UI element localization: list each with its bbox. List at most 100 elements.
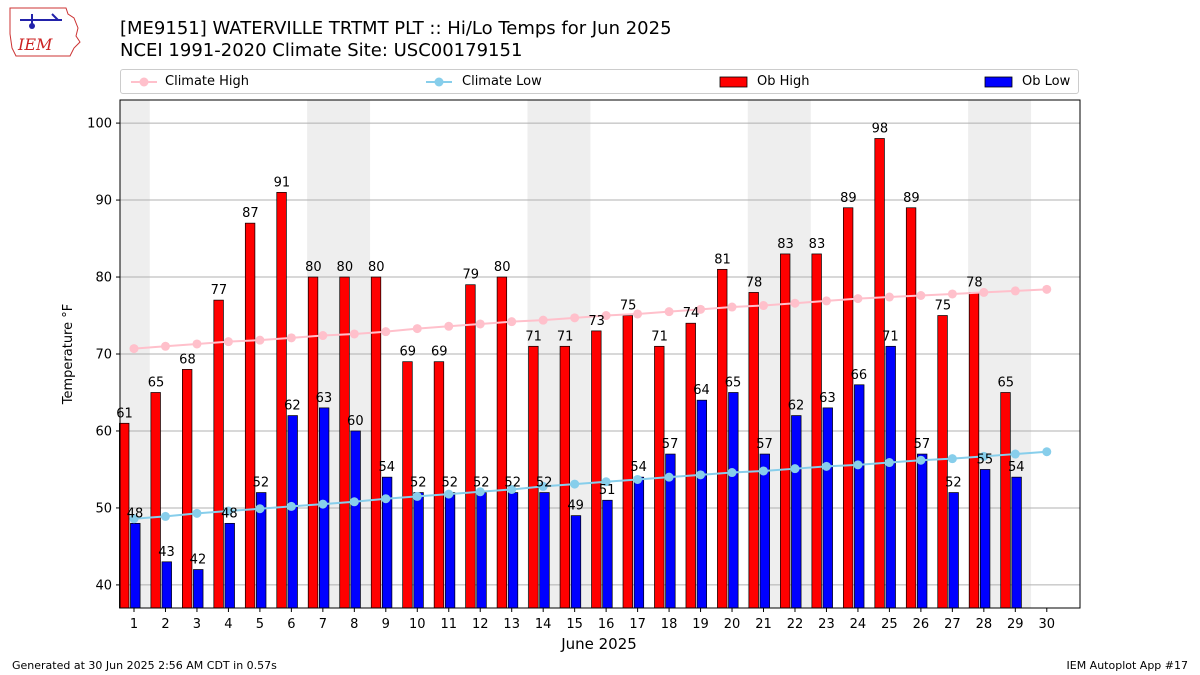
climate-high-point <box>192 339 202 349</box>
ob-low-label: 55 <box>977 452 994 467</box>
climate-high-point <box>601 311 611 321</box>
ob-high-bar <box>937 315 948 609</box>
ob-low-bar <box>507 492 519 609</box>
climate-low-point <box>759 466 769 476</box>
ob-high-label: 98 <box>872 121 889 136</box>
ob-high-label: 75 <box>935 299 952 314</box>
climate-low-point <box>821 461 831 471</box>
ob-low-bar <box>476 492 487 609</box>
climate-low-point <box>192 508 202 518</box>
ob-low-label: 42 <box>190 553 207 568</box>
ob-high-swatch <box>719 76 748 88</box>
ob-low-label: 49 <box>567 499 584 514</box>
ob-high-label: 69 <box>431 345 448 360</box>
climate-low-swatch <box>426 77 452 87</box>
climate-high-point <box>255 335 265 345</box>
climate-low-point <box>916 455 926 465</box>
ob-high-bar <box>811 253 822 609</box>
ob-low-label: 51 <box>599 483 616 498</box>
ob-low-bar <box>979 469 991 609</box>
x-axis-label: June 2025 <box>560 635 637 653</box>
ob-high-bar <box>339 276 350 609</box>
ob-high-bar <box>559 345 571 609</box>
ob-high-label: 69 <box>400 345 417 360</box>
ob-high-bar <box>842 207 854 609</box>
climate-high-point <box>979 287 989 297</box>
ob-high-label: 71 <box>525 329 542 344</box>
climate-low-point <box>853 460 863 470</box>
climate-low-point <box>223 506 233 516</box>
ob-low-bar <box>193 569 204 609</box>
climate-high-point <box>916 291 926 301</box>
climate-high-point <box>633 309 643 319</box>
ob-high-bar <box>213 299 224 609</box>
climate-low-point <box>633 474 643 484</box>
ob-high-label: 80 <box>305 260 322 275</box>
ob-low-bar <box>287 415 298 609</box>
ob-low-label: 62 <box>284 399 301 414</box>
climate-high-point <box>759 301 769 311</box>
iem-logo: IEM <box>9 7 81 57</box>
climate-high-line <box>133 288 1047 350</box>
ob-high-label: 91 <box>274 175 291 190</box>
climate-low-point <box>947 454 957 464</box>
climate-low-point <box>696 470 706 480</box>
ob-high-label: 71 <box>557 329 574 344</box>
climate-low-point <box>318 499 328 509</box>
ob-high-bar <box>874 138 885 609</box>
ob-low-label: 63 <box>819 391 836 406</box>
ob-low-label: 62 <box>788 399 805 414</box>
ob-high-bar <box>370 276 382 609</box>
ob-high-label: 83 <box>777 237 794 252</box>
ob-high-label: 65 <box>148 375 165 390</box>
ob-low-bar <box>444 492 456 609</box>
climate-low-point <box>570 479 580 489</box>
climate-low-point <box>129 514 139 524</box>
ob-low-label: 52 <box>441 476 458 491</box>
climate-high-point <box>538 315 548 325</box>
ob-high-label: 81 <box>714 252 731 267</box>
ob-low-label: 54 <box>630 460 647 475</box>
ob-high-bar <box>905 207 917 609</box>
climate-low-point <box>255 504 265 514</box>
legend-label: Climate High <box>165 74 250 89</box>
ob-high-label: 87 <box>242 206 259 221</box>
ob-low-label: 43 <box>158 545 175 560</box>
x-tick-label: 23 <box>818 617 835 632</box>
ob-high-bar <box>717 268 728 609</box>
ob-high-label: 74 <box>683 306 700 321</box>
app-credit: IEM Autoplot App #17 <box>1066 659 1189 672</box>
ob-high-label: 75 <box>620 299 637 314</box>
ob-low-bar <box>570 515 582 609</box>
x-tick-label: 17 <box>629 617 646 632</box>
x-tick-label: 28 <box>976 617 993 632</box>
ob-low-label: 54 <box>379 460 396 475</box>
legend-label: Ob Low <box>1022 74 1071 89</box>
x-tick-label: 2 <box>161 617 169 632</box>
climate-low-point <box>507 484 517 494</box>
y-tick-label: 40 <box>95 578 112 593</box>
climate-low-point <box>412 491 422 501</box>
x-tick-label: 6 <box>287 617 295 632</box>
plot-frame <box>119 99 1081 609</box>
ob-high-bar <box>591 330 602 609</box>
climate-high-point <box>947 289 957 299</box>
x-tick-label: 16 <box>598 617 615 632</box>
legend-label: Ob High <box>757 74 810 89</box>
ob-low-bar <box>696 399 708 609</box>
x-tick-label: 29 <box>1007 617 1024 632</box>
climate-high-point <box>727 302 737 312</box>
ob-low-bar <box>822 407 833 609</box>
climate-low-point <box>790 464 800 474</box>
x-tick-label: 18 <box>661 617 678 632</box>
x-tick-label: 30 <box>1039 617 1056 632</box>
climate-high-point <box>223 337 233 347</box>
ob-low-label: 65 <box>725 375 742 390</box>
x-tick-label: 4 <box>224 617 232 632</box>
y-tick-label: 80 <box>95 271 112 286</box>
x-tick-label: 27 <box>944 617 961 632</box>
x-tick-label: 25 <box>881 617 898 632</box>
legend-label: Climate Low <box>462 74 542 89</box>
climate-high-point <box>286 333 296 343</box>
climate-low-line <box>133 450 1047 520</box>
